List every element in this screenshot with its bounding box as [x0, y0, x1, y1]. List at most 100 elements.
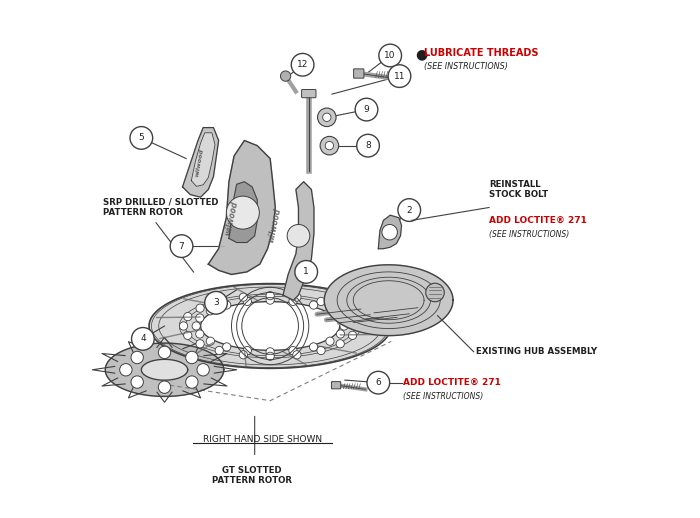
Polygon shape — [141, 359, 188, 380]
Circle shape — [317, 297, 326, 306]
Circle shape — [158, 381, 171, 393]
Text: ●: ● — [415, 47, 428, 61]
Circle shape — [132, 327, 154, 350]
Text: wilwood: wilwood — [194, 148, 204, 177]
Polygon shape — [191, 133, 215, 186]
Circle shape — [382, 224, 398, 240]
Circle shape — [320, 136, 339, 155]
Circle shape — [295, 261, 318, 283]
FancyBboxPatch shape — [302, 90, 316, 98]
Circle shape — [336, 314, 344, 322]
Text: ADD LOCTITE® 271: ADD LOCTITE® 271 — [489, 216, 587, 225]
Circle shape — [367, 371, 390, 394]
Circle shape — [349, 331, 356, 339]
Text: ADD LOCTITE® 271: ADD LOCTITE® 271 — [403, 378, 501, 387]
Text: 1: 1 — [303, 267, 309, 277]
Text: 4: 4 — [140, 334, 146, 343]
Circle shape — [266, 292, 274, 300]
Circle shape — [398, 199, 421, 221]
Circle shape — [192, 322, 200, 330]
Circle shape — [215, 297, 223, 306]
Circle shape — [355, 98, 378, 121]
Circle shape — [379, 44, 402, 67]
Circle shape — [326, 141, 334, 150]
Circle shape — [281, 71, 290, 81]
Circle shape — [326, 337, 334, 346]
Text: EXISTING HUB ASSEMBLY: EXISTING HUB ASSEMBLY — [476, 347, 597, 356]
Polygon shape — [183, 127, 218, 197]
Circle shape — [326, 307, 334, 315]
Circle shape — [293, 351, 301, 359]
Circle shape — [183, 312, 192, 321]
Circle shape — [186, 376, 198, 388]
Circle shape — [206, 337, 214, 346]
Polygon shape — [229, 182, 258, 242]
Text: wilwood: wilwood — [267, 207, 283, 243]
Text: (SEE INSTRUCTIONS): (SEE INSTRUCTIONS) — [489, 230, 569, 239]
Circle shape — [239, 351, 248, 359]
Circle shape — [206, 307, 214, 315]
Circle shape — [336, 304, 344, 312]
Circle shape — [323, 113, 331, 122]
Circle shape — [196, 314, 204, 322]
Circle shape — [158, 346, 171, 358]
Circle shape — [223, 301, 231, 309]
Text: 8: 8 — [365, 141, 371, 150]
Circle shape — [309, 301, 318, 309]
Circle shape — [131, 376, 144, 388]
Circle shape — [336, 340, 344, 348]
Circle shape — [215, 347, 223, 355]
Circle shape — [289, 347, 297, 355]
Polygon shape — [149, 283, 391, 368]
Polygon shape — [201, 301, 340, 350]
Text: 10: 10 — [384, 51, 396, 60]
Circle shape — [120, 364, 132, 376]
FancyBboxPatch shape — [332, 382, 341, 389]
Circle shape — [266, 352, 274, 361]
Circle shape — [318, 108, 336, 126]
Circle shape — [349, 312, 356, 321]
Circle shape — [223, 343, 231, 351]
Polygon shape — [105, 343, 224, 396]
Text: 11: 11 — [393, 71, 405, 81]
Circle shape — [426, 283, 444, 302]
Text: SRP DRILLED / SLOTTED
PATTERN ROTOR: SRP DRILLED / SLOTTED PATTERN ROTOR — [103, 198, 218, 217]
Text: wilwood: wilwood — [223, 199, 239, 236]
Text: 3: 3 — [214, 298, 219, 307]
Text: (SEE INSTRUCTIONS): (SEE INSTRUCTIONS) — [403, 392, 483, 401]
Circle shape — [196, 340, 204, 348]
Circle shape — [170, 235, 193, 257]
Circle shape — [289, 297, 297, 306]
Text: LUBRICATE THREADS: LUBRICATE THREADS — [424, 48, 538, 58]
Polygon shape — [283, 182, 314, 300]
Text: 9: 9 — [363, 105, 370, 114]
Circle shape — [131, 351, 144, 364]
Circle shape — [388, 65, 411, 88]
Text: 6: 6 — [375, 378, 382, 387]
Circle shape — [130, 126, 153, 149]
Polygon shape — [209, 140, 275, 275]
Circle shape — [317, 347, 326, 355]
Circle shape — [183, 331, 192, 339]
Circle shape — [266, 296, 274, 304]
Circle shape — [309, 343, 318, 351]
Circle shape — [287, 224, 310, 247]
Polygon shape — [378, 215, 402, 249]
Circle shape — [353, 322, 361, 330]
Circle shape — [196, 330, 204, 338]
Text: 7: 7 — [178, 241, 184, 251]
Text: (SEE INSTRUCTIONS): (SEE INSTRUCTIONS) — [424, 62, 508, 71]
Circle shape — [357, 134, 379, 157]
Circle shape — [179, 322, 188, 330]
Circle shape — [336, 330, 344, 338]
Text: RIGHT HAND SIDE SHOWN: RIGHT HAND SIDE SHOWN — [203, 435, 322, 444]
Circle shape — [243, 347, 251, 355]
Circle shape — [291, 53, 314, 76]
Circle shape — [266, 348, 274, 356]
Circle shape — [340, 322, 348, 330]
Circle shape — [196, 304, 204, 312]
Text: 12: 12 — [297, 60, 308, 69]
Circle shape — [226, 196, 259, 229]
FancyBboxPatch shape — [354, 69, 364, 78]
Polygon shape — [324, 265, 453, 336]
